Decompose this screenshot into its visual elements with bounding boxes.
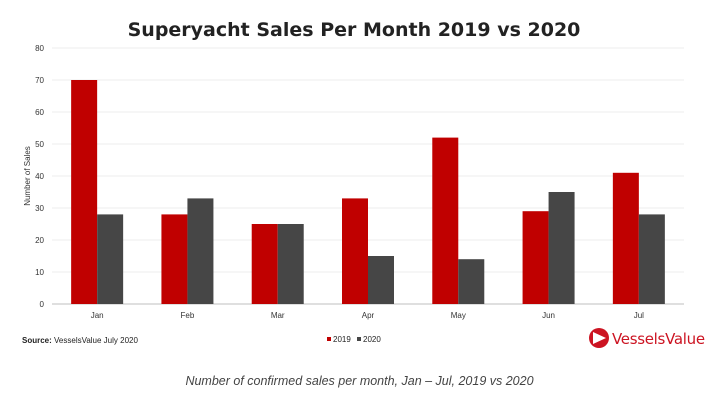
- y-tick-label: 10: [35, 268, 44, 277]
- x-tick-label: Mar: [271, 311, 285, 320]
- bar-2019-jul: [612, 172, 639, 304]
- bar-2020-jun: [548, 192, 575, 304]
- grid-lines: [52, 47, 684, 305]
- bar-2019-may: [432, 137, 459, 304]
- x-tick-label: Apr: [362, 311, 375, 320]
- y-tick-label: 60: [35, 108, 44, 117]
- x-tick-label: May: [451, 311, 466, 320]
- y-axis-ticks: 0 10 20 30 40 50 60 70 80: [35, 44, 44, 309]
- legend-label-2019: 2019: [333, 335, 351, 344]
- chart: Superyacht Sales Per Month 2019 vs 2020 …: [22, 19, 705, 348]
- bar-2019-feb: [161, 214, 188, 304]
- bar-2019-jun: [522, 211, 549, 304]
- x-tick-label: Jan: [91, 311, 104, 320]
- bar-2020-mar: [277, 224, 304, 304]
- logo-triangle-icon: [593, 332, 606, 344]
- y-tick-label: 80: [35, 44, 44, 53]
- x-tick-label: Jul: [634, 311, 644, 320]
- vesselsvalue-logo: VesselsValue: [589, 328, 705, 348]
- source-label: Source:: [22, 336, 52, 345]
- legend-swatch-2020: [357, 337, 361, 341]
- bar-2019-mar: [251, 224, 278, 304]
- bar-2020-feb: [187, 198, 214, 304]
- bars: [71, 80, 665, 304]
- y-tick-label: 0: [40, 300, 45, 309]
- bar-2019-jan: [71, 80, 98, 304]
- bar-2020-apr: [368, 256, 394, 304]
- x-axis-ticks: Jan Feb Mar Apr May Jun Jul: [91, 311, 644, 320]
- y-tick-label: 70: [35, 76, 44, 85]
- y-tick-label: 30: [35, 204, 44, 213]
- legend-swatch-2019: [327, 337, 331, 341]
- source-text: VesselsValue July 2020: [52, 336, 139, 345]
- bar-2020-may: [458, 259, 485, 304]
- logo-text: VesselsValue: [612, 330, 705, 348]
- y-tick-label: 40: [35, 172, 44, 181]
- y-tick-label: 20: [35, 236, 44, 245]
- legend-label-2020: 2020: [363, 335, 381, 344]
- y-axis-label: Number of Sales: [23, 146, 32, 206]
- chart-title: Superyacht Sales Per Month 2019 vs 2020: [128, 19, 581, 41]
- legend: 2019 2020: [327, 335, 381, 344]
- source-note: Source: VesselsValue July 2020: [22, 336, 138, 345]
- y-tick-label: 50: [35, 140, 44, 149]
- bar-2020-jan: [97, 214, 124, 304]
- bar-2020-jul: [638, 214, 665, 304]
- bar-2019-apr: [342, 198, 368, 304]
- figure-caption: Number of confirmed sales per month, Jan…: [185, 374, 534, 388]
- x-tick-label: Jun: [542, 311, 555, 320]
- x-tick-label: Feb: [181, 311, 195, 320]
